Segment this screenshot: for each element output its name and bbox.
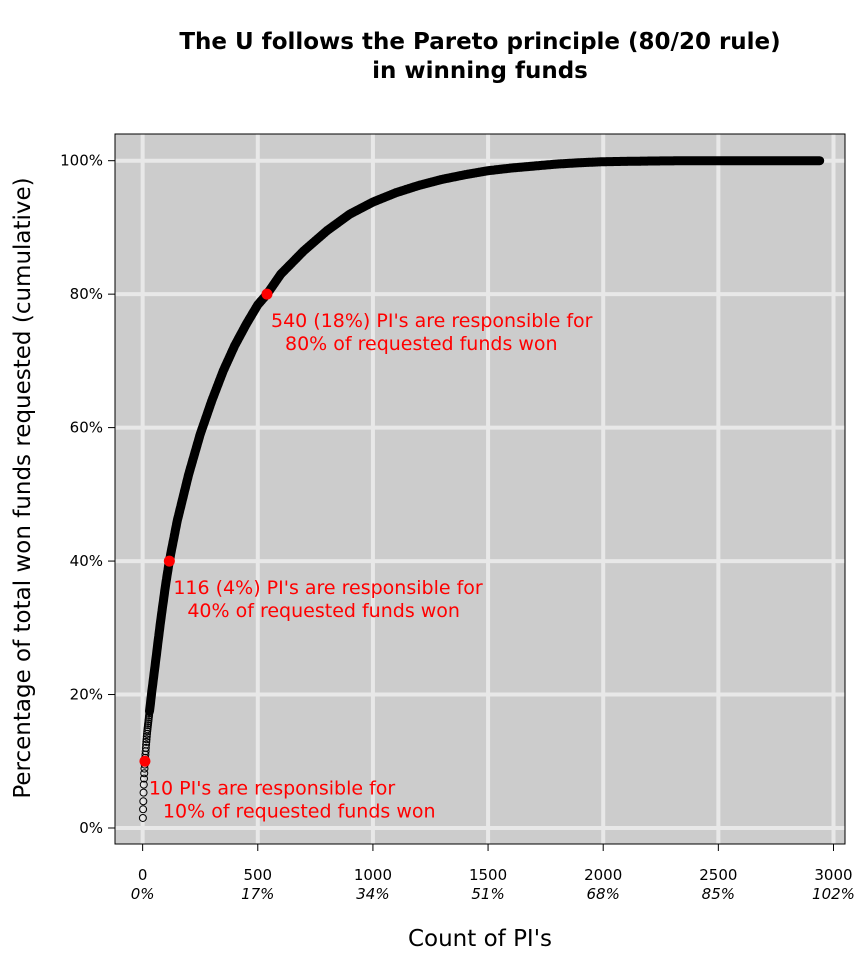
annotation-1-line-0: 116 (4%) PI's are responsible for [173,577,483,599]
x-tick-pct-label-1: 17% [241,885,274,903]
x-tick-pct-label-4: 68% [587,885,620,903]
x-tick-label-6: 3000 [814,866,852,884]
y-axis: 0% 20% 40% 60% 80% 100% [60,152,115,837]
x-tick-label-5: 2500 [699,866,737,884]
annotation-0-line-0: 10 PI's are responsible for [149,777,395,799]
annotation-2-line-0: 540 (18%) PI's are responsible for [271,310,593,332]
annotation-2: 540 (18%) PI's are responsible for 80% of… [271,310,593,355]
x-tick-label-2: 1000 [354,866,392,884]
highlight-point-1 [164,556,175,567]
x-axis-title: Count of PI's [408,926,552,952]
x-tick-label-4: 2000 [584,866,622,884]
y-axis-title: Percentage of total won funds requested … [10,177,36,798]
x-tick-pct-label-6: 102% [812,885,855,903]
y-tick-label-3: 60% [70,419,103,437]
annotation-1: 116 (4%) PI's are responsible for 40% of … [173,577,483,622]
x-tick-label-0: 0 [138,866,148,884]
plot-panel [115,134,845,844]
y-tick-label-4: 80% [70,285,103,303]
x-tick-pct-label-2: 34% [356,885,389,903]
x-tick-pct-label-5: 85% [702,885,735,903]
annotation-0: 10 PI's are responsible for 10% of reques… [149,777,436,822]
y-tick-label-1: 20% [70,686,103,704]
annotation-0-line-1: 10% of requested funds won [163,800,436,822]
y-tick-label-0: 0% [79,819,103,837]
y-tick-label-5: 100% [60,152,103,170]
highlight-point-2 [261,289,272,300]
x-tick-pct-label-3: 51% [471,885,504,903]
annotation-2-line-1: 80% of requested funds won [285,333,558,355]
y-tick-label-2: 40% [70,552,103,570]
annotation-1-line-1: 40% of requested funds won [187,600,460,622]
x-tick-pct-label-0: 0% [131,885,155,903]
x-tick-label-3: 1500 [469,866,507,884]
x-tick-label-1: 500 [243,866,272,884]
highlight-point-0 [139,756,150,767]
